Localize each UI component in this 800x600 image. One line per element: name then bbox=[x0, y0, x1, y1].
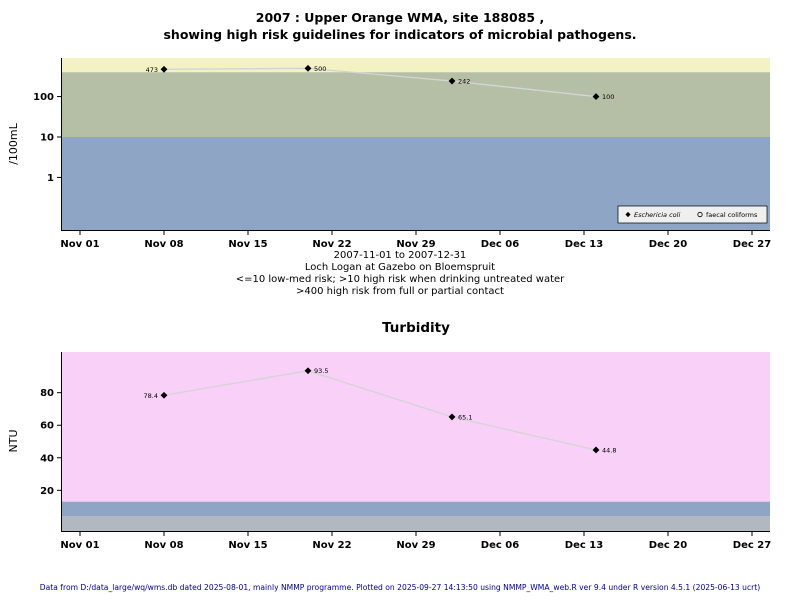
data-point bbox=[448, 77, 456, 85]
x-tick-label: Nov 15 bbox=[228, 239, 267, 250]
series-line bbox=[163, 370, 597, 451]
data-point bbox=[592, 93, 600, 100]
legend-label: Eschericia coli bbox=[634, 211, 680, 219]
point-value-label: 93.5 bbox=[314, 367, 328, 375]
x-tick-label: Nov 22 bbox=[312, 540, 351, 551]
x-tick-label: Nov 29 bbox=[396, 540, 435, 551]
data-point bbox=[160, 65, 168, 73]
chart2-title: Turbidity bbox=[382, 320, 450, 336]
x-tick-label: Dec 27 bbox=[733, 540, 771, 551]
chart1-title-line1: 2007 : Upper Orange WMA, site 188085 , bbox=[255, 10, 545, 25]
point-value-label: 500 bbox=[314, 65, 326, 73]
series-line bbox=[163, 67, 597, 98]
x-tick-label: Nov 15 bbox=[228, 540, 267, 551]
point-value-label: 473 bbox=[146, 66, 158, 74]
x-tick-label: Nov 08 bbox=[144, 540, 183, 551]
chart1-caption-risk-drinking: <=10 low-med risk; >10 high risk when dr… bbox=[235, 274, 565, 285]
point-value-label: 242 bbox=[458, 78, 470, 86]
legend-label: faecal coliforms bbox=[706, 211, 758, 219]
x-tick-label: Nov 08 bbox=[144, 239, 183, 250]
y-tick-label: 20 bbox=[40, 486, 54, 497]
point-value-label: 44.8 bbox=[602, 446, 616, 454]
legend-circle-icon bbox=[697, 211, 703, 218]
x-tick-label: Nov 01 bbox=[60, 540, 99, 551]
y-tick-label: 60 bbox=[40, 421, 54, 432]
chart2-y-axis-label: NTU bbox=[7, 429, 20, 453]
x-tick-label: Dec 27 bbox=[733, 239, 771, 250]
point-value-label: 78.4 bbox=[144, 392, 158, 400]
x-tick-label: Dec 06 bbox=[481, 540, 519, 551]
data-point bbox=[304, 64, 312, 72]
data-point bbox=[448, 413, 456, 421]
guideline-band bbox=[62, 516, 770, 531]
data-point bbox=[304, 367, 312, 375]
x-tick-label: Nov 01 bbox=[60, 239, 99, 250]
x-tick-label: Dec 20 bbox=[649, 239, 687, 250]
y-tick-label: 10 bbox=[40, 132, 54, 143]
guideline-band bbox=[62, 58, 770, 73]
chart1-caption-daterange: 2007-11-01 to 2007-12-31 bbox=[333, 250, 467, 261]
x-tick-label: Dec 13 bbox=[565, 540, 603, 551]
x-tick-label: Nov 29 bbox=[396, 239, 435, 250]
x-tick-label: Dec 13 bbox=[565, 239, 603, 250]
legend-box bbox=[617, 205, 768, 224]
y-tick-label: 80 bbox=[40, 388, 54, 399]
guideline-band bbox=[62, 501, 770, 517]
footer-text: Data from D:/data_large/wq/wms.db dated … bbox=[39, 583, 761, 592]
chart1-caption-sitename: Loch Logan at Gazebo on Bloemspruit bbox=[304, 262, 496, 273]
y-tick-label: 100 bbox=[33, 92, 54, 103]
y-tick-label: 1 bbox=[47, 173, 54, 184]
chart1-title-line2: showing high risk guidelines for indicat… bbox=[163, 27, 637, 42]
x-tick-label: Dec 06 bbox=[481, 239, 519, 250]
point-value-label: 100 bbox=[602, 93, 614, 101]
data-point bbox=[592, 446, 600, 454]
point-value-label: 65.1 bbox=[458, 413, 472, 421]
data-point bbox=[160, 391, 168, 399]
guideline-band bbox=[62, 352, 770, 502]
y-tick-label: 40 bbox=[40, 453, 54, 464]
x-tick-label: Nov 22 bbox=[312, 239, 351, 250]
guideline-band bbox=[62, 72, 770, 137]
legend-diamond-icon bbox=[625, 211, 631, 218]
x-tick-label: Dec 20 bbox=[649, 540, 687, 551]
chart1-caption-risk-contact: >400 high risk from full or partial cont… bbox=[296, 286, 504, 297]
